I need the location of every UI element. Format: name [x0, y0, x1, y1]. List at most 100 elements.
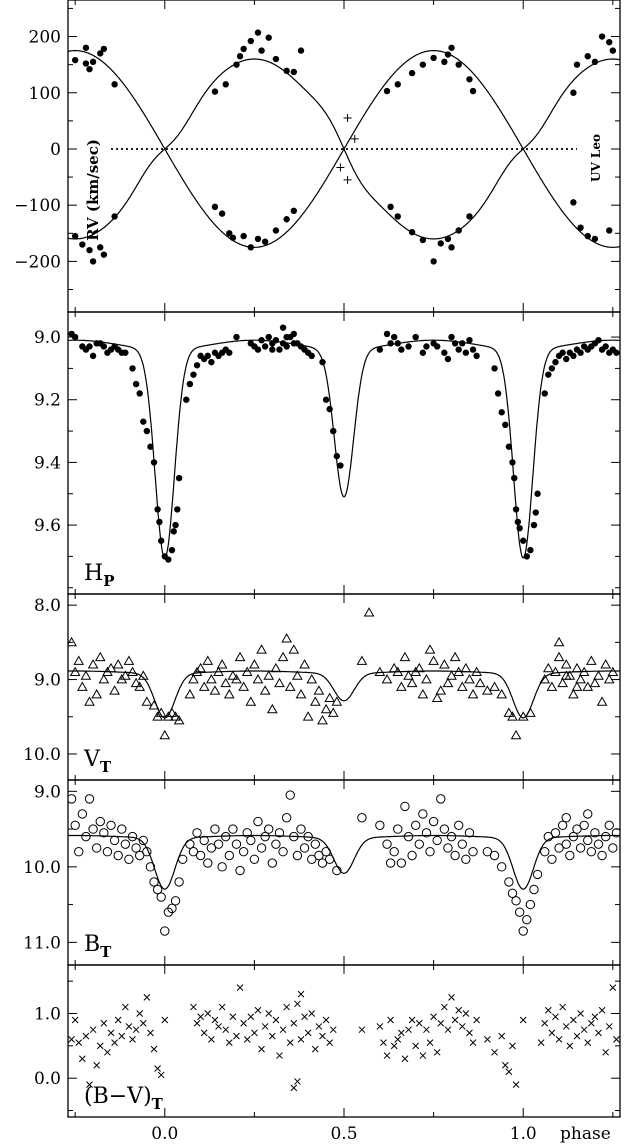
data-point — [147, 443, 154, 450]
data-point — [289, 831, 299, 842]
data-point — [326, 405, 333, 413]
y-tick-label: −200 — [14, 252, 61, 272]
data-point — [444, 51, 452, 58]
data-point — [392, 666, 404, 676]
data-point — [170, 896, 181, 906]
data-point — [441, 349, 448, 356]
data-point — [82, 44, 90, 51]
data-point — [240, 232, 247, 240]
data-point — [216, 659, 228, 669]
data-point — [584, 232, 591, 240]
rv-y-label: RV (km/sec) — [84, 139, 102, 241]
data-point — [608, 843, 618, 853]
data-point — [100, 251, 108, 258]
data-point — [97, 50, 104, 57]
data-point — [489, 681, 500, 691]
data-point — [89, 258, 97, 265]
data-point — [129, 365, 136, 372]
data-point — [382, 839, 392, 849]
data-point — [109, 685, 120, 695]
data-point — [208, 1036, 215, 1043]
data-point — [568, 688, 579, 699]
data-point — [82, 60, 90, 67]
data-point — [89, 1026, 97, 1034]
data-point — [573, 1032, 581, 1040]
data-point — [302, 711, 314, 721]
data-point — [598, 33, 606, 40]
data-point — [228, 824, 238, 834]
data-point — [154, 506, 161, 513]
y-tick-label: 1.0 — [34, 1005, 61, 1025]
data-point — [157, 1071, 165, 1079]
data-point — [106, 820, 116, 831]
data-point — [130, 677, 142, 688]
data-point — [150, 1045, 158, 1053]
y-tick-label: 0 — [50, 140, 61, 160]
data-point — [129, 1036, 136, 1043]
data-point — [419, 236, 427, 244]
data-point — [91, 688, 103, 699]
data-point — [79, 241, 86, 248]
data-point — [401, 1055, 409, 1063]
data-point — [172, 521, 179, 529]
data-point — [240, 1019, 247, 1027]
panel-frame — [67, 593, 621, 781]
panel-vt: 8.0 9.0 10.0 VT — [23, 593, 621, 781]
data-point — [206, 843, 217, 853]
data-point — [419, 61, 427, 68]
data-point — [418, 809, 428, 819]
data-point — [469, 1039, 477, 1046]
data-point — [112, 659, 124, 669]
data-point — [534, 490, 541, 497]
data-point — [514, 907, 525, 917]
data-point — [603, 674, 615, 684]
data-point — [208, 358, 215, 366]
data-point — [317, 858, 328, 868]
data-point — [97, 244, 104, 251]
y-tick-label: 200 — [29, 28, 61, 48]
data-point — [122, 349, 129, 356]
data-point — [321, 847, 331, 857]
data-point — [468, 847, 478, 857]
data-point — [150, 459, 158, 466]
data-point — [317, 714, 328, 725]
data-point — [238, 681, 249, 691]
data-point — [193, 1019, 201, 1027]
data-point — [511, 474, 518, 482]
data-point — [613, 349, 620, 356]
data-point — [73, 655, 85, 665]
data-point — [70, 820, 80, 831]
data-point — [224, 850, 234, 861]
data-point — [118, 1032, 126, 1040]
data-point — [376, 1023, 384, 1030]
data-point — [584, 53, 591, 60]
data-point — [383, 87, 391, 95]
data-point — [579, 820, 589, 831]
data-point — [462, 1010, 470, 1017]
data-point — [82, 1032, 90, 1040]
data-point — [455, 227, 462, 234]
data-point — [69, 666, 81, 676]
data-point — [319, 358, 326, 366]
data-point — [407, 850, 417, 861]
object-label: UV Leo — [589, 134, 603, 182]
data-point — [414, 839, 424, 849]
data-point — [469, 346, 477, 353]
data-point — [430, 54, 437, 62]
data-point — [525, 899, 536, 910]
data-point — [467, 688, 479, 699]
data-point — [545, 371, 552, 378]
data-point — [322, 396, 330, 403]
data-point — [263, 670, 275, 680]
data-point — [547, 854, 557, 864]
data-point — [466, 1029, 473, 1037]
data-point — [595, 1029, 602, 1037]
data-point — [272, 55, 280, 63]
data-point — [428, 655, 439, 665]
y-tick-label: 9.0 — [34, 782, 61, 802]
panel-frame — [67, 311, 621, 595]
y-tick-label: 10.0 — [23, 858, 61, 878]
data-point — [295, 688, 307, 699]
data-point — [281, 813, 292, 823]
data-point — [405, 1026, 412, 1034]
